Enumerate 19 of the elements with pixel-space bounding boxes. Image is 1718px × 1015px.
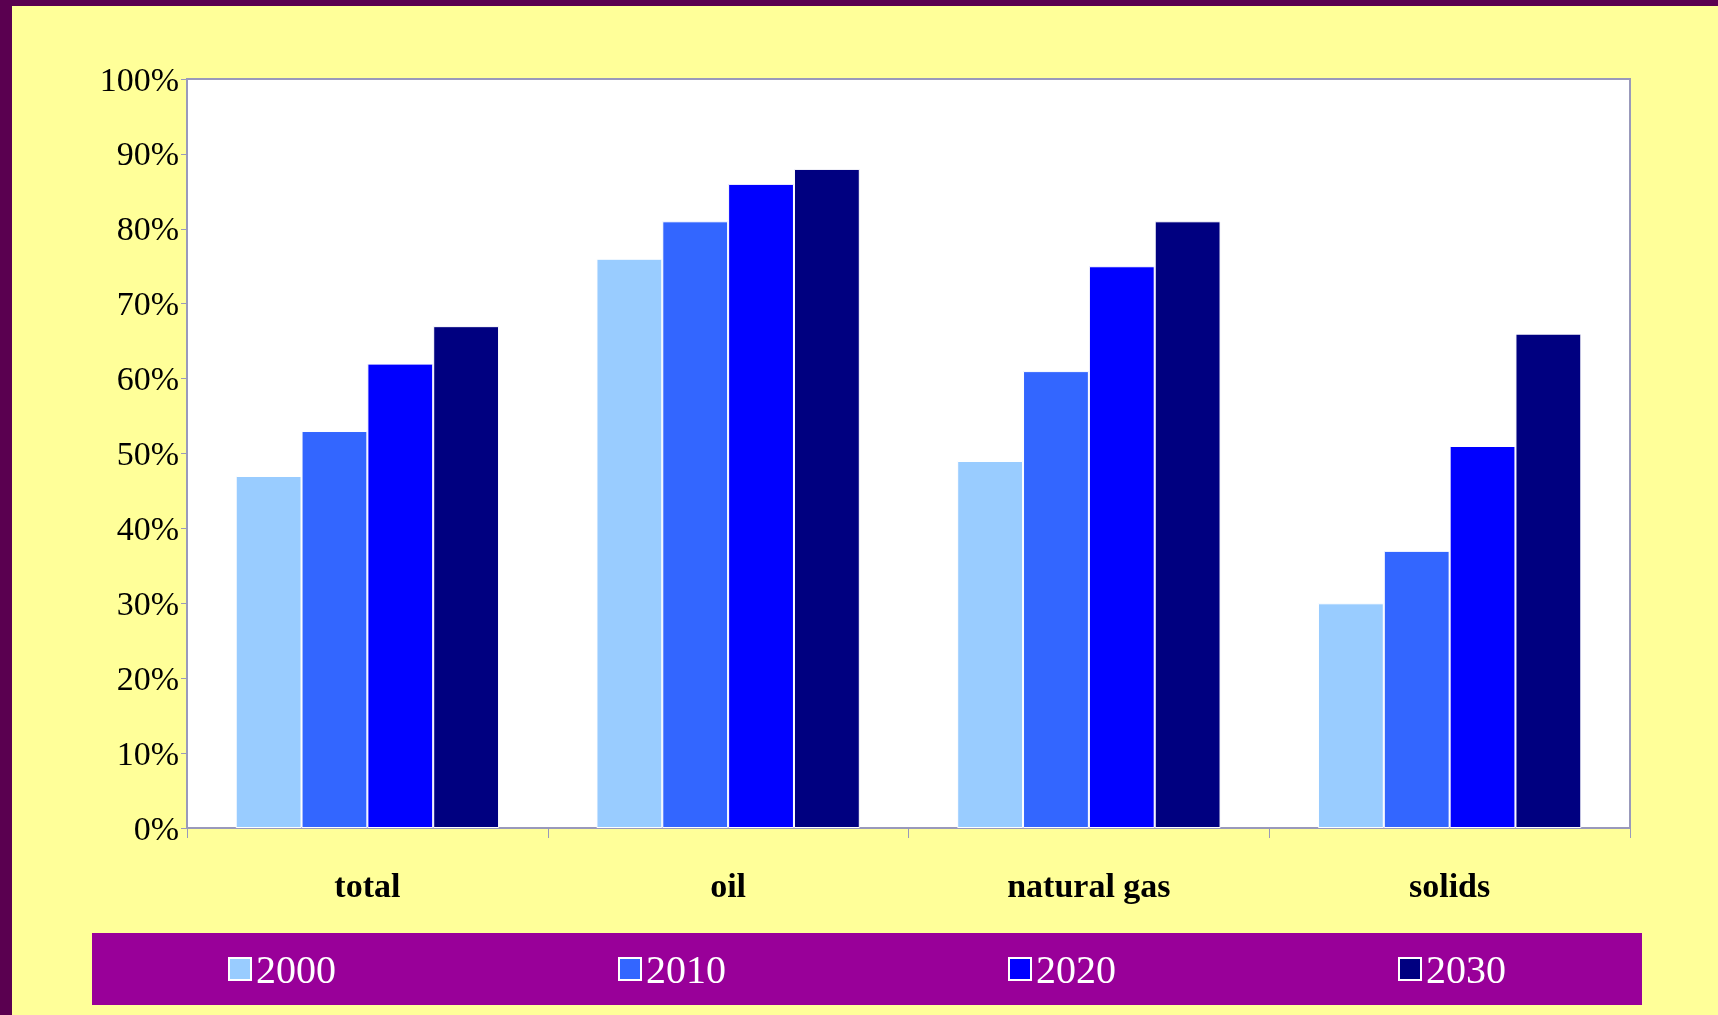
x-tick-label: natural gas [1007, 866, 1171, 904]
x-tick-label: total [334, 866, 401, 904]
y-tick-label: 40% [116, 509, 179, 547]
y-tick-label: 50% [116, 435, 179, 472]
x-tick-label: solids [1408, 866, 1491, 904]
y-tick-label: 70% [116, 285, 179, 323]
legend-label: 2020 [1036, 946, 1116, 992]
legend-label: 2010 [646, 946, 726, 992]
y-tick-label: 0% [133, 809, 179, 847]
y-tick-label: 100% [99, 60, 179, 98]
y-tick-label: 10% [116, 734, 179, 772]
y-tick-label: 80% [116, 210, 179, 248]
y-tick-label: 20% [116, 659, 179, 697]
y-tick-label: 90% [116, 135, 179, 173]
y-tick-label: 60% [116, 360, 179, 398]
legend-label: 2030 [1426, 946, 1506, 992]
x-tick-label: oil [710, 866, 747, 904]
y-tick-label: 30% [116, 584, 179, 622]
legend-label: 2000 [256, 946, 336, 992]
